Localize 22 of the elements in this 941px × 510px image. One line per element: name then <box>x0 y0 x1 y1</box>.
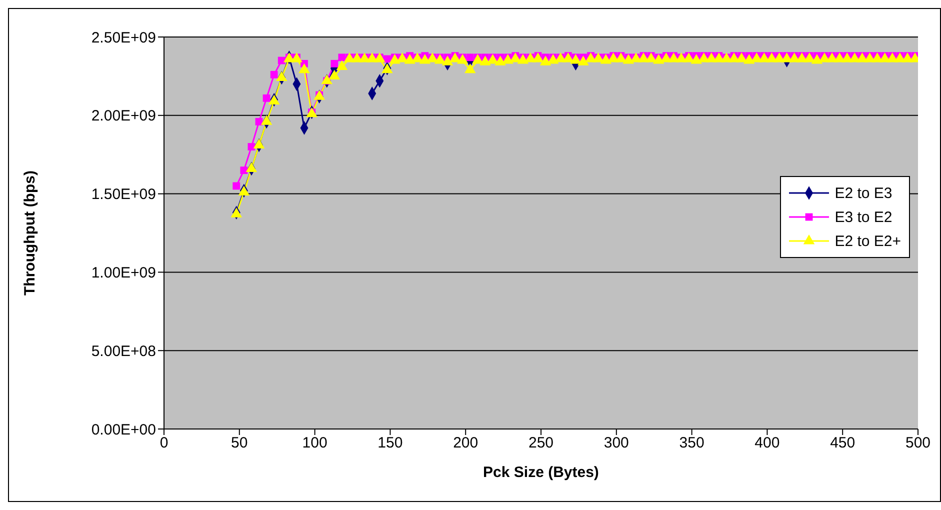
x-tick-label: 400 <box>754 434 780 452</box>
y-axis-title: Throughput (bps) <box>21 170 38 296</box>
x-tick-label: 150 <box>378 434 403 452</box>
legend-label: E2 to E2+ <box>834 232 901 250</box>
x-tick-label: 100 <box>302 434 328 452</box>
legend-label: E2 to E3 <box>834 184 892 202</box>
x-tick-label: 350 <box>679 434 704 452</box>
x-tick-label: 200 <box>453 434 478 452</box>
x-tick-label: 0 <box>160 434 168 452</box>
y-tick-label: 5.00E+08 <box>91 342 156 360</box>
x-tick-label: 300 <box>604 434 629 452</box>
y-tick-label: 2.50E+09 <box>91 29 156 46</box>
x-tick-label: 50 <box>231 434 248 452</box>
y-tick-label: 1.50E+09 <box>91 186 156 204</box>
x-axis-title: Pck Size (Bytes) <box>483 464 599 481</box>
y-tick-label: 2.00E+09 <box>91 108 156 125</box>
y-tick-label: 1.00E+09 <box>91 264 156 282</box>
x-tick-label: 450 <box>830 434 856 452</box>
x-tick-label: 250 <box>528 434 554 452</box>
y-tick-label: 0.00E+00 <box>91 421 156 438</box>
legend-label: E3 to E2 <box>834 208 892 226</box>
x-tick-label: 500 <box>905 434 931 452</box>
